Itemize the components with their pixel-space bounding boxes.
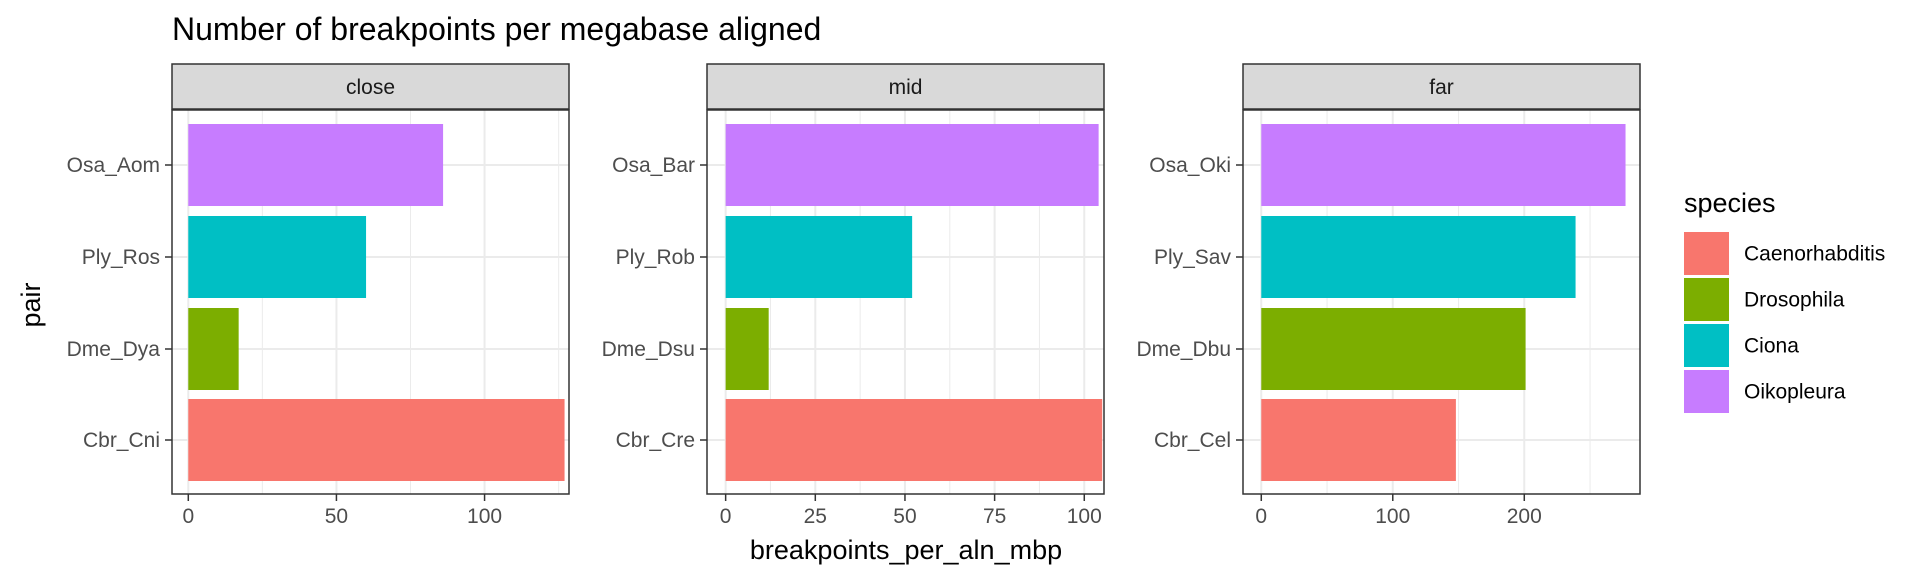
y-tick-label: Ply_Sav	[1154, 246, 1232, 269]
x-tick-label: 25	[804, 505, 827, 528]
legend-key-oikopleura	[1684, 370, 1729, 413]
bar-Osa_Oki	[1261, 124, 1626, 206]
facet-strip-label: close	[346, 76, 395, 99]
y-tick-label: Cbr_Cre	[616, 429, 695, 452]
panel-border	[1242, 109, 1641, 495]
bar-Dme_Dbu	[1261, 308, 1526, 390]
x-tick-label: 0	[182, 505, 194, 528]
legend-label: Oikopleura	[1744, 381, 1846, 404]
chart-title: Number of breakpoints per megabase align…	[172, 11, 821, 47]
y-tick-label: Dme_Dbu	[1136, 338, 1231, 361]
y-tick-label: Dme_Dya	[67, 338, 161, 361]
facet-strip-label: far	[1429, 76, 1454, 99]
legend-key-ciona	[1684, 324, 1729, 367]
bar-Cbr_Cel	[1261, 399, 1456, 481]
x-tick-label: 0	[1255, 505, 1267, 528]
y-tick-label: Ply_Ros	[82, 246, 160, 269]
bar-Ply_Ros	[188, 216, 367, 298]
bar-Osa_Bar	[725, 124, 1099, 206]
bar-Cbr_Cre	[725, 399, 1103, 481]
facet-strip-label: mid	[889, 76, 923, 99]
x-tick-label: 50	[893, 505, 916, 528]
legend-label: Drosophila	[1744, 289, 1845, 312]
y-tick-label: Ply_Rob	[616, 246, 695, 269]
bar-Ply_Rob	[725, 216, 913, 298]
y-tick-label: Cbr_Cni	[83, 429, 160, 452]
legend-label: Caenorhabditis	[1744, 243, 1885, 266]
facet-mid: mid Osa_Bar Ply_Rob Dme_Dsu Cbr_Cre 0 25 50 75 10…	[602, 63, 1105, 528]
legend: species Caenorhabditis Drosophila Ciona Oik…	[1684, 188, 1885, 413]
legend-key-drosophila	[1684, 278, 1729, 321]
facet-strip	[171, 63, 570, 110]
y-tick-label: Osa_Bar	[612, 154, 695, 177]
x-tick-label: 200	[1507, 505, 1542, 528]
facet-strip	[706, 63, 1105, 110]
legend-key-caenorhabditis	[1684, 232, 1729, 275]
x-tick-label: 75	[983, 505, 1006, 528]
x-tick-label: 100	[467, 505, 502, 528]
bar-Osa_Aom	[188, 124, 444, 206]
x-tick-label: 50	[325, 505, 348, 528]
bar-Ply_Sav	[1261, 216, 1576, 298]
y-axis-title: pair	[16, 282, 46, 327]
y-tick-label: Osa_Oki	[1149, 154, 1231, 177]
legend-label: Ciona	[1744, 335, 1799, 358]
facet-close: close Osa_Aom Ply_Ros Dme_Dya Cbr_Cni 0 50 100	[67, 63, 570, 528]
y-tick-label: Cbr_Cel	[1154, 429, 1231, 452]
x-tick-label: 100	[1375, 505, 1410, 528]
facet-far: far Osa_Oki Ply_Sav Dme_Dbu Cbr_Cel 0 100 200	[1136, 63, 1641, 528]
x-tick-label: 0	[720, 505, 732, 528]
legend-title: species	[1684, 188, 1776, 218]
bar-Dme_Dsu	[725, 308, 769, 390]
y-tick-label: Dme_Dsu	[602, 338, 695, 361]
x-tick-label: 100	[1067, 505, 1102, 528]
facet-strip	[1242, 63, 1641, 110]
x-axis-title: breakpoints_per_aln_mbp	[750, 535, 1062, 565]
y-tick-label: Osa_Aom	[67, 154, 160, 177]
bar-Dme_Dya	[188, 308, 239, 390]
panel-border	[171, 109, 570, 495]
bar-Cbr_Cni	[188, 399, 565, 481]
